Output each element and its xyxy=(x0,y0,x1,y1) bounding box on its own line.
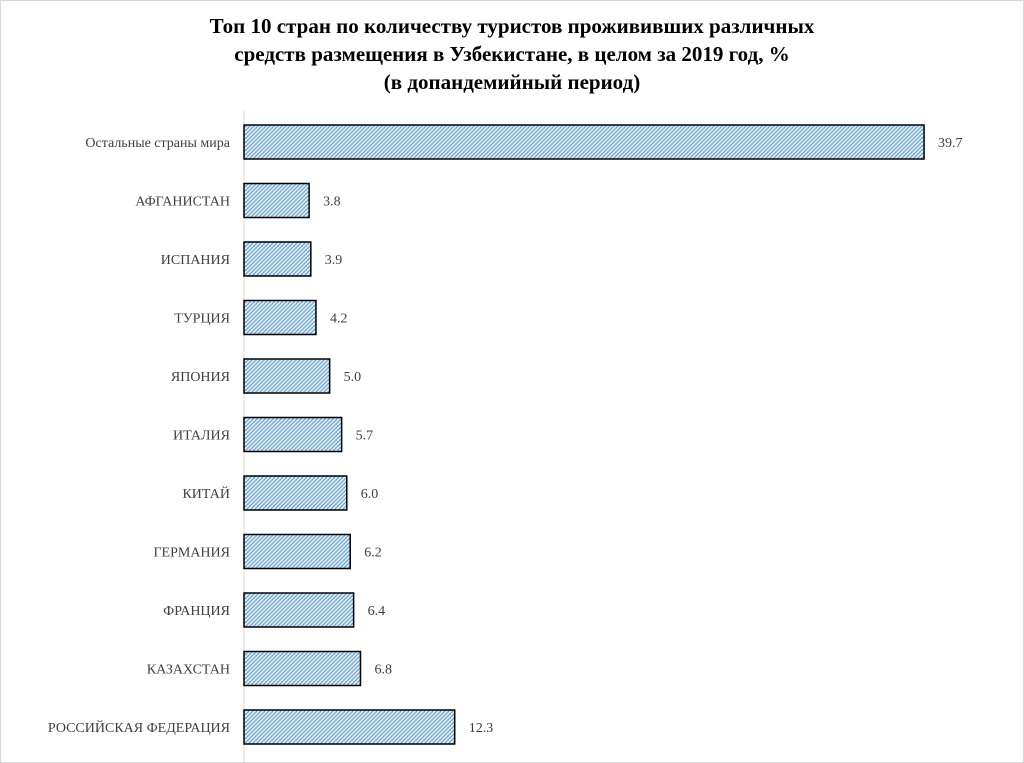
value-label: 6.0 xyxy=(361,487,379,502)
value-label: 6.8 xyxy=(374,663,392,678)
category-label: АФГАНИСТАН xyxy=(135,195,230,210)
bar xyxy=(243,650,362,687)
category-label: КАЗАХСТАН xyxy=(147,663,230,678)
bar xyxy=(243,358,331,394)
value-label: 6.2 xyxy=(364,546,382,561)
chart-title: Топ 10 стран по количеству туристов прож… xyxy=(0,12,1024,96)
value-label: 39.7 xyxy=(938,136,963,151)
value-label: 5.7 xyxy=(356,429,374,444)
bar xyxy=(243,709,456,745)
category-label: ИТАЛИЯ xyxy=(173,429,230,444)
chart-title-line-3: (в допандемийный период) xyxy=(383,70,641,94)
bar xyxy=(243,592,355,628)
value-label: 12.3 xyxy=(469,721,494,736)
bar xyxy=(243,299,317,336)
value-label: 5.0 xyxy=(344,370,362,385)
bar xyxy=(243,533,351,570)
chart-title-line-1: Топ 10 стран по количеству туристов прож… xyxy=(209,14,815,38)
category-label: Остальные страны мира xyxy=(85,136,230,151)
bar xyxy=(243,416,343,453)
bar xyxy=(243,475,348,511)
category-label: ТУРЦИЯ xyxy=(174,312,230,327)
category-label: ИСПАНИЯ xyxy=(161,253,230,268)
category-label: ГЕРМАНИЯ xyxy=(153,546,230,561)
value-label: 3.9 xyxy=(325,253,343,268)
bar xyxy=(243,241,312,277)
chart-title-line-2: средств размещения в Узбекистане, в цело… xyxy=(234,42,790,66)
bars-group: Остальные страны мира 39.7 АФГАНИСТАН 3.8 ИС… xyxy=(48,124,963,745)
category-label: КИТАЙ xyxy=(182,485,230,502)
category-label: ЯПОНИЯ xyxy=(171,370,230,385)
bar xyxy=(243,124,925,160)
bar xyxy=(243,182,310,219)
value-label: 6.4 xyxy=(368,604,386,619)
category-label: ФРАНЦИЯ xyxy=(163,604,230,619)
value-label: 3.8 xyxy=(323,195,341,210)
category-label: РОССИЙСКАЯ ФЕДЕРАЦИЯ xyxy=(48,719,230,736)
value-label: 4.2 xyxy=(330,312,348,327)
